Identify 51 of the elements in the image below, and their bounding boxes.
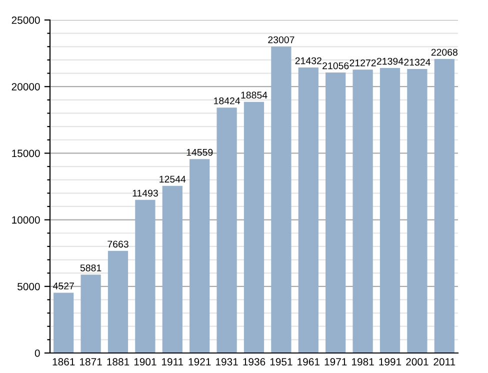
y-tick-label: 20000 — [12, 83, 40, 90]
y-tick-label: 25000 — [12, 16, 40, 24]
data-label: 5881 — [80, 264, 102, 272]
bar — [326, 72, 346, 353]
data-label: 21394 — [376, 58, 404, 65]
x-tick-label: 1931 — [216, 358, 238, 366]
data-label: 21272 — [350, 59, 376, 66]
bar — [407, 68, 428, 353]
x-tick-label: 1981 — [352, 358, 374, 366]
data-label: 11493 — [132, 190, 158, 197]
data-label: 7663 — [108, 240, 128, 248]
bar — [380, 68, 400, 353]
data-label: 21056 — [322, 62, 349, 70]
bar — [298, 68, 318, 353]
x-tick-label: 1961 — [298, 358, 320, 366]
data-label: 21324 — [404, 58, 430, 66]
bar — [108, 250, 128, 353]
bar — [434, 59, 454, 353]
x-tick-label: 1936 — [243, 358, 266, 366]
y-tick-label: 5000 — [18, 282, 40, 290]
x-tick-label: 1921 — [188, 358, 211, 366]
data-label: 18854 — [241, 92, 268, 99]
x-tick-label: 1991 — [379, 358, 402, 366]
bar — [162, 186, 182, 353]
y-tick-label: 0 — [34, 350, 40, 357]
y-tick-label: 10000 — [12, 216, 40, 224]
x-tick-label: 1971 — [324, 358, 347, 366]
x-tick-label: 1861 — [52, 358, 75, 366]
y-tick-label: 15000 — [12, 150, 40, 158]
x-tick-label: 2001 — [406, 358, 428, 366]
x-tick-label: 1881 — [107, 358, 130, 366]
bar — [54, 292, 74, 353]
data-label: 14559 — [186, 148, 213, 156]
x-tick-label: 2011 — [434, 358, 456, 366]
x-tick-label: 1901 — [134, 358, 156, 366]
bar — [216, 108, 237, 353]
data-label: 12544 — [160, 176, 186, 183]
data-label: 18424 — [214, 97, 240, 104]
bar — [135, 200, 156, 353]
bar — [190, 159, 210, 353]
bar — [244, 102, 264, 353]
data-label: 21432 — [295, 57, 322, 64]
bar — [352, 70, 373, 353]
bar — [80, 274, 101, 353]
data-label: 23007 — [268, 36, 294, 44]
data-label: 4527 — [53, 282, 74, 290]
x-tick-label: 1951 — [270, 358, 292, 366]
data-label: 22068 — [431, 48, 458, 56]
x-tick-label: 1871 — [80, 358, 102, 366]
bar — [271, 46, 292, 353]
x-tick-label: 1911 — [162, 358, 184, 366]
